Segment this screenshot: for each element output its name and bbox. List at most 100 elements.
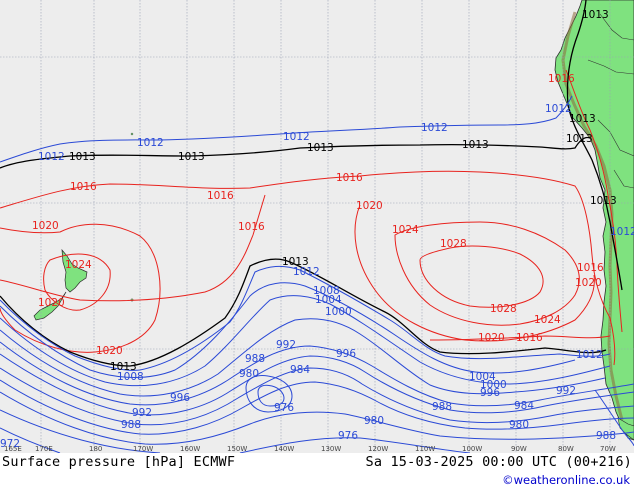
high-pressure-isobars bbox=[0, 69, 623, 366]
isobar-1024-west bbox=[43, 253, 111, 311]
longitude-tick-labels: 165E 170E 180 170W 160W 150W 140W 130W 1… bbox=[4, 445, 616, 453]
isobar-label-1008: 1008 bbox=[117, 371, 144, 383]
isobar-1028-ring bbox=[419, 245, 544, 308]
isobar-1016-north bbox=[0, 170, 616, 366]
isobar-label-1024: 1024 bbox=[392, 224, 419, 236]
isobar-972 bbox=[0, 427, 61, 453]
kermadec-islands bbox=[130, 132, 134, 136]
isobar-label-1013: 1013 bbox=[590, 195, 617, 207]
isobar-label-1012: 1012 bbox=[137, 137, 164, 149]
isobar-label-980: 980 bbox=[364, 415, 384, 427]
new-zealand-north-island bbox=[61, 248, 88, 293]
isobar-label-1016: 1016 bbox=[238, 221, 265, 233]
isobar-label-1013: 1013 bbox=[582, 9, 609, 21]
new-zealand-south-island bbox=[33, 291, 67, 321]
isobar-1008 bbox=[0, 282, 576, 378]
isobar-label-1020: 1020 bbox=[38, 297, 65, 309]
isobar-1020-outer bbox=[0, 223, 161, 353]
isobar-988 bbox=[0, 367, 634, 426]
isobar-label-976: 976 bbox=[338, 430, 358, 442]
isobar-label-1013: 1013 bbox=[69, 151, 96, 163]
isobar-label-1020: 1020 bbox=[478, 332, 505, 344]
tick-label: 100W bbox=[462, 445, 482, 453]
isobar-label-1016: 1016 bbox=[577, 262, 604, 274]
map-title: Surface pressure [hPa] ECMWF bbox=[2, 454, 236, 470]
isobar-label-1008: 1008 bbox=[313, 285, 340, 297]
isobar-980 bbox=[0, 391, 634, 445]
isobar-label-1016: 1016 bbox=[207, 190, 234, 202]
isobar-label-988: 988 bbox=[432, 401, 452, 413]
tick-label: 70W bbox=[600, 445, 616, 453]
andes-relief bbox=[561, 11, 624, 421]
tick-label: 170W bbox=[133, 445, 153, 453]
standard-isobars bbox=[0, 0, 623, 367]
isobar-label-1028: 1028 bbox=[490, 303, 517, 315]
tick-label: 150W bbox=[227, 445, 247, 453]
tick-label: 80W bbox=[558, 445, 574, 453]
south-america-coast bbox=[554, 0, 634, 441]
isobar-1024-ring bbox=[394, 221, 580, 326]
isobar-label-1000: 1000 bbox=[480, 379, 507, 391]
tick-label: 160W bbox=[180, 445, 200, 453]
tick-label: 180 bbox=[89, 445, 102, 453]
isobar-label-992: 992 bbox=[132, 407, 152, 419]
isobar-label-984: 984 bbox=[514, 400, 534, 412]
isobar-976 bbox=[0, 409, 471, 453]
isobar-label-1004: 1004 bbox=[469, 371, 496, 383]
tick-label: 140W bbox=[274, 445, 294, 453]
isobar-label-1020: 1020 bbox=[32, 220, 59, 232]
isobar-996 bbox=[0, 341, 634, 407]
ocean-background bbox=[0, 0, 634, 453]
isobar-label-1013: 1013 bbox=[282, 256, 309, 268]
isobar-label-1020: 1020 bbox=[356, 200, 383, 212]
isobar-label-1012: 1012 bbox=[610, 226, 634, 238]
isobar-1012-north bbox=[0, 95, 573, 163]
isobar-label-980: 980 bbox=[509, 419, 529, 431]
isobar-label-988: 988 bbox=[121, 419, 141, 431]
isobar-984 bbox=[0, 379, 634, 435]
isobar-label-1016: 1016 bbox=[70, 181, 97, 193]
tick-label: 90W bbox=[511, 445, 527, 453]
isobar-label-1013: 1013 bbox=[569, 113, 596, 125]
source-credit[interactable]: ©weatheronline.co.uk bbox=[502, 473, 630, 487]
isobar-980-cell bbox=[245, 375, 293, 413]
isobar-1004 bbox=[0, 295, 611, 387]
isobar-1020-east bbox=[354, 204, 595, 342]
isobar-label-1013: 1013 bbox=[110, 361, 137, 373]
isobar-label-1012: 1012 bbox=[421, 122, 448, 134]
isobar-label-1028: 1028 bbox=[440, 238, 467, 250]
isobar-label-1013: 1013 bbox=[462, 139, 489, 151]
isobar-1012-south bbox=[0, 265, 611, 371]
tick-label: 130W bbox=[321, 445, 341, 453]
isobar-label-1016: 1016 bbox=[548, 73, 575, 85]
isobar-992 bbox=[0, 353, 634, 416]
isobar-label-992: 992 bbox=[276, 339, 296, 351]
isobar-label-980: 980 bbox=[239, 368, 259, 380]
isobar-label-1012: 1012 bbox=[576, 349, 603, 361]
graticule bbox=[0, 0, 634, 453]
isobar-label-1012: 1012 bbox=[545, 103, 572, 115]
isobar-label-1024: 1024 bbox=[65, 259, 92, 271]
isobar-label-1013: 1013 bbox=[566, 133, 593, 145]
isobar-label-1013: 1013 bbox=[178, 151, 205, 163]
isobar-976-cell bbox=[257, 384, 285, 407]
isobar-label-1004: 1004 bbox=[315, 294, 342, 306]
isobar-1013-south bbox=[0, 258, 607, 367]
valid-time: Sa 15-03-2025 00:00 UTC (00+216) bbox=[365, 454, 632, 470]
pressure-map: 165E 170E 180 170W 160W 150W 140W 130W 1… bbox=[0, 0, 634, 453]
isobar-label-996: 996 bbox=[480, 387, 500, 399]
isobar-988-andes-east bbox=[594, 389, 634, 447]
isobar-label-992: 992 bbox=[556, 385, 576, 397]
map-footer: Surface pressure [hPa] ECMWF Sa 15-03-20… bbox=[0, 453, 634, 490]
isobar-1013-north bbox=[0, 136, 591, 169]
isobar-label-1016: 1016 bbox=[336, 172, 363, 184]
tick-label: 110W bbox=[415, 445, 435, 453]
isobar-1016-west bbox=[0, 194, 266, 302]
tick-label: 170E bbox=[35, 445, 53, 453]
tick-label: 120W bbox=[368, 445, 388, 453]
isobar-label-996: 996 bbox=[170, 392, 190, 404]
isobar-label-1012: 1012 bbox=[283, 131, 310, 143]
isobar-label-1020: 1020 bbox=[96, 345, 123, 357]
isobar-label-1016: 1016 bbox=[516, 332, 543, 344]
isobar-label-984: 984 bbox=[290, 364, 310, 376]
